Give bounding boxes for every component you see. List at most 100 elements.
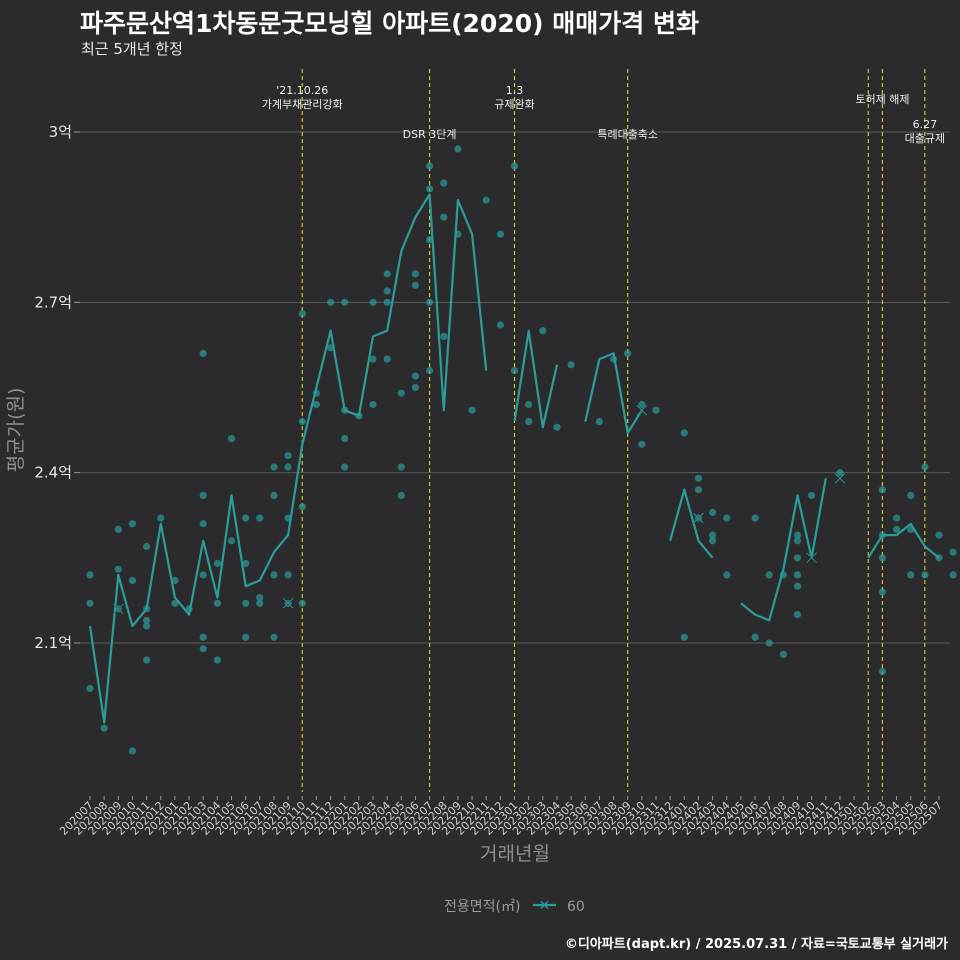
- data-point: [878, 531, 887, 539]
- data-point: [128, 520, 136, 528]
- data-point: [935, 531, 943, 539]
- data-point: [893, 514, 901, 522]
- data-point: [751, 633, 759, 641]
- data-point: [468, 406, 476, 414]
- data-point: [680, 429, 688, 437]
- data-point: [199, 349, 207, 357]
- data-point: [397, 463, 405, 471]
- data-point: [567, 361, 575, 369]
- y-tick-label: 2.1억: [34, 634, 72, 652]
- data-point: [793, 531, 802, 539]
- event-label: 6.27: [913, 118, 938, 131]
- data-point: [256, 594, 264, 602]
- data-point: [86, 599, 94, 607]
- data-point: [694, 474, 703, 482]
- data-point: [143, 656, 151, 664]
- legend-title: 전용면적(㎡): [444, 899, 520, 915]
- event-label: 규제완화: [494, 98, 534, 111]
- legend-entry-60: 60: [567, 899, 585, 915]
- data-point: [496, 230, 504, 238]
- data-point: [341, 406, 349, 414]
- data-point: [765, 639, 773, 647]
- data-point: [227, 435, 236, 443]
- data-point: [397, 491, 405, 499]
- data-point: [270, 633, 278, 641]
- data-point: [298, 599, 306, 607]
- data-point: [298, 503, 306, 511]
- data-point: [397, 389, 405, 397]
- data-point: [808, 491, 816, 499]
- y-axis-title: 평균가(원): [5, 388, 27, 473]
- data-point: [793, 582, 802, 590]
- data-point: [723, 571, 731, 579]
- data-point: [284, 452, 292, 460]
- data-point: [411, 281, 419, 289]
- data-point: [242, 633, 250, 641]
- data-point: [779, 571, 788, 579]
- series-line-segment: [740, 478, 827, 622]
- data-point: [383, 287, 391, 295]
- x-marker-stroke: [806, 552, 818, 564]
- data-point: [256, 514, 264, 522]
- data-point: [171, 599, 179, 607]
- data-point: [312, 389, 320, 397]
- data-point: [694, 486, 703, 494]
- series-line-segment: [513, 329, 559, 429]
- event-label: 1.3: [506, 84, 524, 97]
- data-point: [86, 571, 94, 579]
- data-point: [709, 537, 717, 545]
- data-point: [793, 611, 802, 619]
- data-point: [921, 463, 929, 471]
- data-point: [355, 412, 363, 420]
- data-point: [440, 213, 448, 221]
- data-point: [284, 571, 292, 579]
- series-x-markers: [112, 404, 846, 615]
- data-point: [935, 554, 943, 562]
- data-point: [341, 435, 349, 443]
- data-point: [411, 383, 419, 392]
- x-marker: [692, 512, 704, 524]
- data-point: [86, 684, 94, 693]
- x-marker-stroke: [112, 603, 124, 615]
- series-line-segment: [88, 193, 488, 724]
- y-tick-label: 2.7억: [34, 293, 72, 311]
- data-point: [128, 747, 136, 755]
- data-point: [100, 724, 108, 732]
- event-label: 가계부채관리강화: [262, 98, 343, 111]
- data-point: [242, 599, 250, 607]
- data-point: [242, 559, 250, 568]
- data-point: [270, 491, 278, 499]
- data-point: [496, 321, 504, 329]
- data-point: [878, 588, 887, 596]
- x-marker-stroke: [834, 472, 846, 484]
- data-point: [680, 633, 688, 641]
- data-point: [426, 366, 434, 375]
- data-point: [369, 355, 377, 363]
- data-point: [341, 463, 349, 471]
- data-point: [454, 230, 462, 238]
- data-point: [213, 559, 221, 568]
- x-axis-title: 거래년월: [480, 843, 550, 865]
- x-marker: [112, 603, 124, 615]
- data-point: [143, 605, 151, 613]
- data-point: [440, 179, 448, 187]
- series-points: [86, 145, 957, 755]
- data-point: [341, 298, 349, 306]
- data-point: [171, 576, 179, 585]
- data-point: [482, 196, 490, 204]
- data-point: [779, 650, 788, 659]
- data-point: [143, 616, 151, 624]
- data-point: [114, 565, 122, 573]
- data-point: [199, 571, 207, 579]
- event-label: DSR 3단계: [403, 128, 457, 141]
- data-point: [638, 440, 646, 448]
- data-point: [595, 418, 604, 426]
- data-point: [893, 525, 901, 534]
- data-point: [751, 514, 759, 522]
- legend-x-swatch: ✕: [539, 898, 551, 914]
- footer-credit: ©디아파트(dapt.kr) / 2025.07.31 / 자료=국토교통부 실…: [564, 937, 948, 952]
- data-point: [284, 514, 292, 522]
- event-label: 토허제 해제: [855, 92, 909, 106]
